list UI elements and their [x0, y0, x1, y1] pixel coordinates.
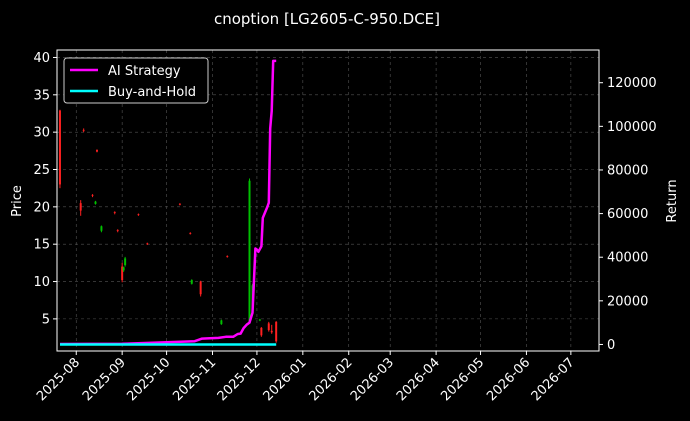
- candle-body: [137, 214, 140, 216]
- candle-body: [122, 267, 125, 271]
- candle-body: [178, 203, 181, 205]
- candle-body: [124, 258, 127, 266]
- candle-body: [190, 280, 193, 284]
- candle-body: [267, 323, 270, 331]
- y2-tick-label: 0: [607, 338, 615, 353]
- candle: [95, 149, 98, 153]
- candle-body: [82, 129, 85, 131]
- candle: [248, 178, 251, 324]
- candle: [189, 232, 192, 235]
- candle-body: [258, 319, 261, 321]
- y2-tick-label: 20000: [607, 294, 648, 309]
- y2-axis-label: Return: [665, 179, 680, 222]
- candle: [270, 324, 273, 334]
- y2-tick-label: 60000: [607, 207, 648, 222]
- y-axis-label: Price: [10, 185, 25, 217]
- candle-body: [189, 232, 192, 234]
- candle-body: [248, 180, 251, 323]
- candle-body: [275, 321, 278, 342]
- candle: [146, 242, 149, 245]
- candle-body: [91, 194, 94, 196]
- y-tick-label: 20: [33, 200, 50, 215]
- candle: [100, 225, 103, 233]
- candle: [116, 229, 119, 233]
- legend-box: [63, 57, 209, 104]
- y-tick-label: 15: [33, 238, 50, 253]
- candle-body: [94, 201, 97, 204]
- candle-body: [121, 266, 124, 281]
- candle: [260, 327, 263, 337]
- candle: [113, 211, 116, 215]
- legend: AI Strategy Buy-and-Hold: [63, 57, 209, 104]
- candle-body: [100, 226, 103, 231]
- candle: [58, 109, 61, 189]
- candle-body: [79, 203, 82, 211]
- y2-tick-label: 100000: [607, 120, 657, 135]
- candle: [137, 213, 140, 216]
- candle: [124, 256, 127, 267]
- candle: [220, 319, 223, 325]
- legend-label-ai-strategy: AI Strategy: [108, 64, 181, 79]
- candle-body: [220, 320, 223, 325]
- legend-label-buy-and-hold: Buy-and-Hold: [108, 85, 196, 100]
- candle-body: [270, 330, 273, 333]
- strategy-lines: [59, 59, 277, 346]
- series-line-ai-strategy: [59, 59, 277, 346]
- candle: [94, 200, 97, 205]
- y-tick-label: 30: [33, 126, 50, 141]
- candle-body: [113, 212, 116, 213]
- candle-body: [199, 281, 202, 295]
- y-tick-label: 35: [33, 88, 50, 103]
- chart-title: cnoption [LG2605-C-950.DCE]: [214, 10, 440, 28]
- candle-body: [95, 150, 98, 152]
- candle: [258, 318, 261, 322]
- candle-body: [260, 327, 263, 336]
- y-tick-label: 10: [33, 275, 50, 290]
- candle-body: [58, 110, 61, 185]
- candle: [122, 266, 125, 272]
- y-tick-label: 5: [42, 312, 50, 327]
- candle: [275, 321, 278, 343]
- candle: [121, 262, 124, 283]
- plot-frame: [56, 49, 600, 352]
- y2-tick-label: 80000: [607, 163, 648, 178]
- candle: [79, 200, 82, 216]
- candle: [199, 280, 202, 297]
- candle: [91, 194, 94, 198]
- candle: [190, 279, 193, 285]
- candle-body: [116, 230, 119, 231]
- candle: [267, 321, 270, 332]
- candle-body: [226, 256, 229, 257]
- candle-body: [146, 243, 149, 245]
- y2-tick-label: 120000: [607, 76, 657, 91]
- y-tick-label: 25: [33, 163, 50, 178]
- candle: [178, 203, 181, 206]
- candle: [226, 255, 229, 258]
- y2-tick-label: 40000: [607, 251, 648, 266]
- candle: [82, 128, 85, 133]
- y-tick-label: 40: [33, 51, 50, 66]
